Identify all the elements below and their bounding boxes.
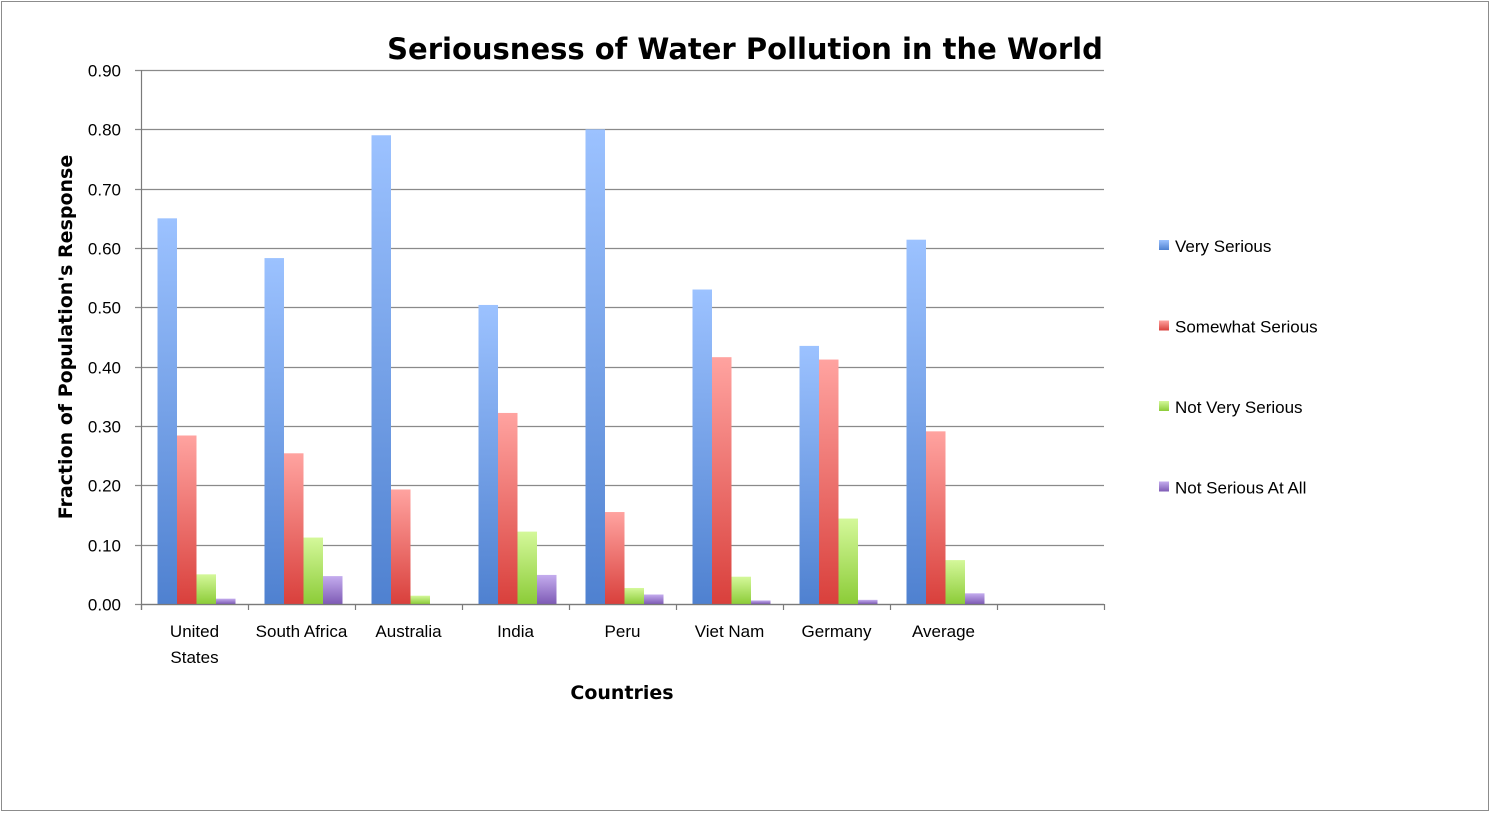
bar-not-serious-at-all bbox=[537, 574, 557, 604]
legend-swatch bbox=[1159, 401, 1169, 411]
x-axis-title: Countries bbox=[570, 682, 673, 704]
bar-very-serious bbox=[371, 135, 391, 604]
bar-very-serious bbox=[264, 258, 284, 604]
bars bbox=[157, 129, 985, 605]
x-tick-label: India bbox=[497, 622, 534, 641]
bar-not-very-serious bbox=[624, 587, 644, 604]
bar-very-serious bbox=[157, 218, 177, 605]
bar-not-very-serious bbox=[303, 537, 323, 604]
legend-swatch bbox=[1159, 481, 1169, 492]
bar-not-serious-at-all bbox=[751, 600, 771, 604]
x-tick-label: Australia bbox=[375, 622, 442, 641]
y-tick-label: 0.20 bbox=[88, 477, 121, 496]
bar-somewhat-serious bbox=[391, 489, 411, 604]
y-tick-label: 0.30 bbox=[88, 418, 121, 437]
bar-not-very-serious bbox=[945, 560, 965, 604]
legend-label: Somewhat Serious bbox=[1175, 318, 1318, 337]
legend-swatch bbox=[1159, 320, 1169, 331]
bar-somewhat-serious bbox=[926, 431, 946, 604]
bar-not-very-serious bbox=[196, 574, 216, 604]
y-tick-label: 0.80 bbox=[88, 121, 121, 140]
y-tick-label: 0.10 bbox=[88, 537, 121, 556]
bar-not-serious-at-all bbox=[858, 599, 878, 604]
chart-title: Seriousness of Water Pollution in the Wo… bbox=[387, 32, 1103, 66]
bar-somewhat-serious bbox=[605, 512, 625, 604]
bar-not-serious-at-all bbox=[644, 594, 664, 604]
bar-not-serious-at-all bbox=[216, 598, 236, 604]
y-tick-label: 0.00 bbox=[88, 596, 121, 615]
y-tick-label: 0.50 bbox=[88, 299, 121, 318]
axes bbox=[140, 70, 1106, 610]
bar-not-serious-at-all bbox=[965, 593, 985, 604]
legend-label: Not Serious At All bbox=[1175, 479, 1306, 498]
legend-label: Very Serious bbox=[1175, 237, 1271, 256]
bar-somewhat-serious bbox=[177, 435, 197, 604]
y-axis-title: Fraction of Population's Response bbox=[55, 155, 77, 520]
legend: Very Serious Somewhat Serious Not Very Ser… bbox=[1159, 237, 1318, 498]
bar-somewhat-serious bbox=[498, 412, 518, 604]
y-tick-label: 0.40 bbox=[88, 359, 121, 378]
x-tick-label: Viet Nam bbox=[695, 622, 765, 641]
bar-very-serious bbox=[585, 129, 605, 605]
x-tick-label: South Africa bbox=[256, 622, 348, 641]
bar-not-very-serious bbox=[731, 576, 751, 604]
x-tick-labels: United States South Africa Australia India Pe… bbox=[170, 622, 975, 667]
bar-very-serious bbox=[478, 304, 498, 604]
bar-very-serious bbox=[906, 239, 926, 604]
legend-swatch bbox=[1159, 240, 1169, 250]
bar-not-very-serious bbox=[517, 531, 537, 604]
bar-somewhat-serious bbox=[712, 357, 732, 604]
bar-somewhat-serious bbox=[819, 359, 839, 604]
y-tick-labels: 0.00 0.10 0.20 0.30 0.40 0.50 0.60 0.70 0.80 0.90 bbox=[88, 62, 121, 615]
bar-not-very-serious bbox=[410, 595, 430, 604]
legend-label: Not Very Serious bbox=[1175, 398, 1303, 417]
bar-very-serious bbox=[692, 289, 712, 604]
y-tick-label: 0.90 bbox=[88, 62, 121, 81]
x-tick-label: Peru bbox=[605, 622, 641, 641]
bar-somewhat-serious bbox=[284, 453, 304, 604]
bar-very-serious bbox=[799, 345, 819, 604]
x-tick-label: Average bbox=[912, 622, 975, 641]
bar-not-very-serious bbox=[838, 518, 858, 604]
x-tick-label: Germany bbox=[802, 622, 872, 641]
y-tick-label: 0.60 bbox=[88, 240, 121, 259]
x-tick-label: United States bbox=[170, 622, 219, 667]
bar-not-serious-at-all bbox=[323, 576, 343, 604]
y-tick-label: 0.70 bbox=[88, 181, 121, 200]
